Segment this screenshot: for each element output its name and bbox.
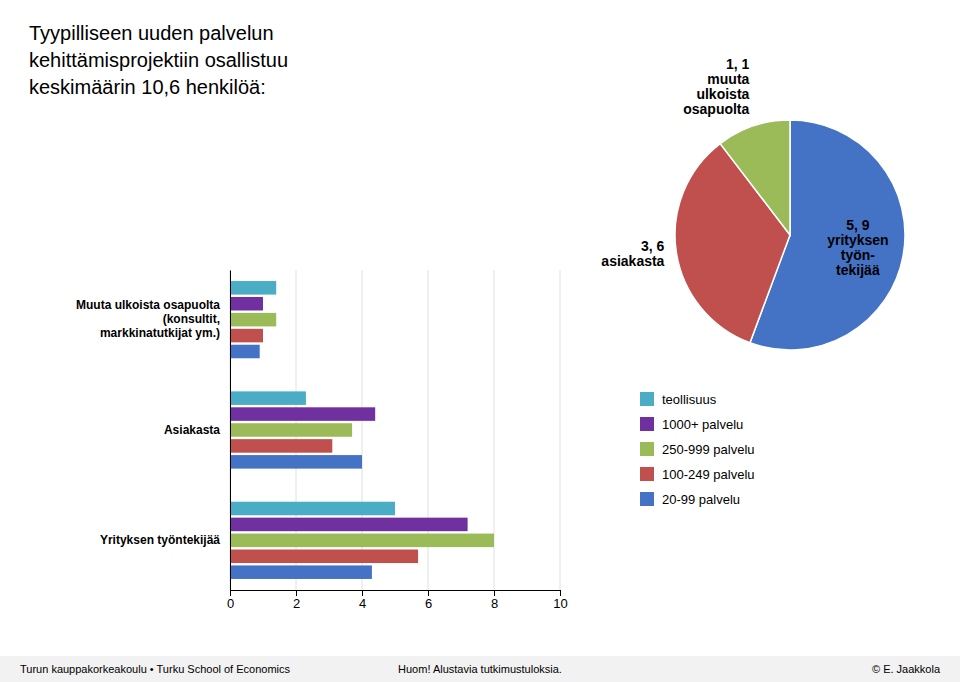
pie: 5, 9yrityksentyön-tekijää 3, 6asiakasta 1,… — [601, 56, 905, 350]
legend-item: 1000+ palvelu — [640, 417, 743, 432]
pie-label: 5, 9yrityksentyön-tekijää — [827, 217, 888, 278]
pie-label: 3, 6asiakasta — [601, 238, 664, 269]
x-tick-mark — [428, 590, 429, 596]
x-tick: 2 — [293, 590, 300, 611]
grid-line — [560, 270, 561, 590]
bar — [230, 407, 375, 421]
x-tick-label: 4 — [359, 596, 366, 611]
footer-annotation: Turun kauppakorkeakoulu • Turku School o… — [20, 663, 291, 675]
x-tick-label: 6 — [425, 596, 432, 611]
footer-band — [0, 656, 960, 682]
y-tick: Muuta ulkoista osapuolta(konsultit,markk… — [76, 298, 230, 340]
pie-slice — [720, 120, 790, 235]
x-tick-mark — [494, 590, 495, 596]
legend-label: 100-249 palvelu — [662, 467, 755, 482]
legend-swatch — [640, 467, 654, 481]
title: Tyypilliseen uuden palvelunkehittämispro… — [29, 22, 288, 98]
legend-item: 250-999 palvelu — [640, 442, 755, 457]
x-tick: 6 — [425, 590, 432, 611]
bar — [230, 281, 276, 295]
legend-label: 250-999 palvelu — [662, 442, 755, 457]
x-axis: 0 2 4 6 8 10 — [227, 590, 568, 611]
bar — [230, 297, 263, 311]
bar — [230, 329, 263, 343]
x-tick: 0 — [227, 590, 234, 611]
pie-label: 1, 1muutaulkoistaosapuolta — [683, 56, 749, 117]
x-tick-label: 2 — [293, 596, 300, 611]
y-tick-label: Muuta ulkoista osapuolta(konsultit,markk… — [76, 298, 220, 340]
legend-swatch — [640, 442, 654, 456]
bar — [230, 534, 494, 548]
bar — [230, 391, 306, 405]
x-tick-label: 10 — [553, 596, 567, 611]
legend-label: teollisuus — [662, 392, 717, 407]
bar — [230, 518, 468, 532]
x-tick: 4 — [359, 590, 366, 611]
y-tick: Asiakasta — [164, 423, 230, 437]
legend-swatch — [640, 392, 654, 406]
y-tick-label: Yrityksen työntekijää — [100, 533, 220, 547]
x-axis-line — [231, 591, 561, 597]
bar — [230, 565, 372, 579]
x-tick-label: 0 — [227, 596, 234, 611]
bar — [230, 550, 418, 564]
legend-item: teollisuus — [640, 392, 717, 407]
x-tick-mark — [230, 590, 231, 596]
bar — [230, 423, 352, 437]
x-tick-label: 8 — [491, 596, 498, 611]
y-axis: Muuta ulkoista osapuolta(konsultit,markk… — [76, 271, 231, 591]
legend-item: 20-99 palvelu — [640, 492, 740, 507]
legend: teollisuus 1000+ palvelu 250-999 palvelu 10… — [640, 392, 755, 507]
x-tick-mark — [296, 590, 297, 596]
bar — [230, 502, 395, 516]
x-tick-mark — [362, 590, 363, 596]
legend-item: 100-249 palvelu — [640, 467, 755, 482]
legend-swatch — [640, 492, 654, 506]
bar — [230, 313, 276, 327]
bars — [230, 281, 494, 579]
y-tick-label: Asiakasta — [164, 423, 220, 437]
x-tick: 10 — [553, 590, 567, 611]
legend-label: 1000+ palvelu — [662, 417, 743, 432]
bar-plot: 0 2 4 6 8 10 Muuta ulkoista osapuolta(konsulti… — [76, 270, 568, 611]
bar — [230, 439, 332, 453]
footer-annotation: © E. Jaakkola — [872, 663, 941, 675]
chart-root: Tyypilliseen uuden palvelunkehittämispro… — [0, 0, 960, 682]
bar — [230, 455, 362, 469]
grid — [230, 270, 560, 590]
legend-label: 20-99 palvelu — [662, 492, 740, 507]
grid-line — [230, 270, 231, 590]
y-tick: Yrityksen työntekijää — [100, 533, 230, 547]
y-axis-line — [230, 271, 231, 591]
x-tick: 8 — [491, 590, 498, 611]
x-tick-mark — [560, 590, 561, 596]
footer-annotation: Huom! Alustavia tutkimustuloksia. — [398, 663, 562, 675]
bar — [230, 345, 260, 359]
legend-swatch — [640, 417, 654, 431]
